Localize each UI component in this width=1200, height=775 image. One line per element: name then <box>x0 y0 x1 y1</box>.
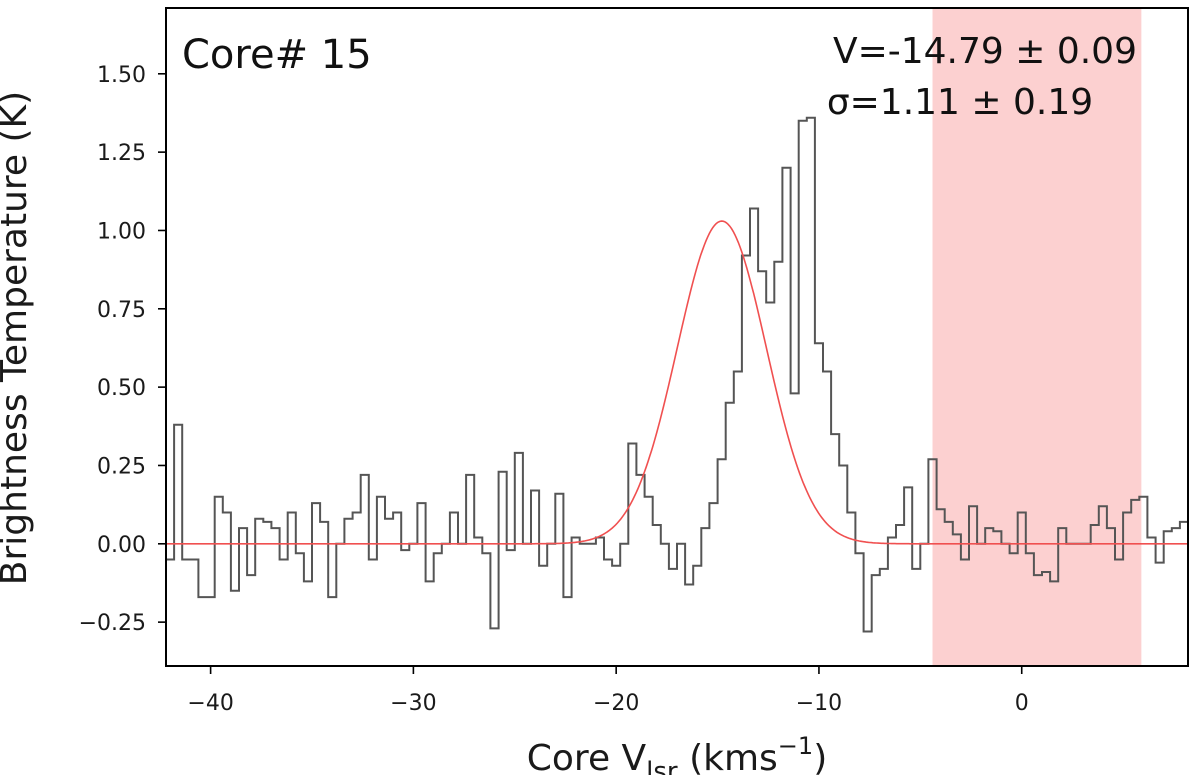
y-tick-label: −0.25 <box>79 611 146 636</box>
series-gaussian-fit <box>166 220 1188 545</box>
annotation-velocity-label: V=-14.79 ± 0.09 <box>833 31 1137 72</box>
x-axis-title-main: Core V <box>527 738 647 775</box>
annotation-core-label: Core# 15 <box>182 32 372 78</box>
shaded-region <box>932 8 1142 666</box>
x-tick-label: 0 <box>1015 691 1029 716</box>
series-spectrum-steps <box>166 116 1188 633</box>
y-tick-label: 0.00 <box>97 533 146 558</box>
y-axis-title: Brightness Temperature (K) <box>0 91 35 585</box>
y-axis: −0.25 0.00 0.25 0.50 0.75 1.00 1.25 1.50 <box>79 63 166 636</box>
x-axis-title-close: ) <box>813 738 827 775</box>
y-tick-label: 0.25 <box>97 454 146 479</box>
x-tick-label: −40 <box>187 691 233 716</box>
x-tick-label: −30 <box>390 691 436 716</box>
y-tick-label: 1.25 <box>97 141 146 166</box>
y-tick-label: 1.00 <box>97 219 146 244</box>
annotation-sigma-label: σ=1.11 ± 0.19 <box>827 82 1093 123</box>
y-tick-label: 0.75 <box>97 298 146 323</box>
x-axis: −40 −30 −20 −10 0 <box>187 666 1029 716</box>
x-tick-label: −20 <box>593 691 639 716</box>
x-axis-title-unit-superscript: −1 <box>778 732 813 760</box>
y-tick-label: 0.50 <box>97 376 146 401</box>
x-axis-title-unit: (kms <box>678 738 778 775</box>
plot-frame <box>165 7 1189 667</box>
x-axis-title-subscript: lsr <box>646 757 678 775</box>
x-tick-label: −10 <box>796 691 842 716</box>
y-tick-label: 1.50 <box>97 63 146 88</box>
x-axis-title: Core Vlsr (kms−1) <box>527 732 827 775</box>
